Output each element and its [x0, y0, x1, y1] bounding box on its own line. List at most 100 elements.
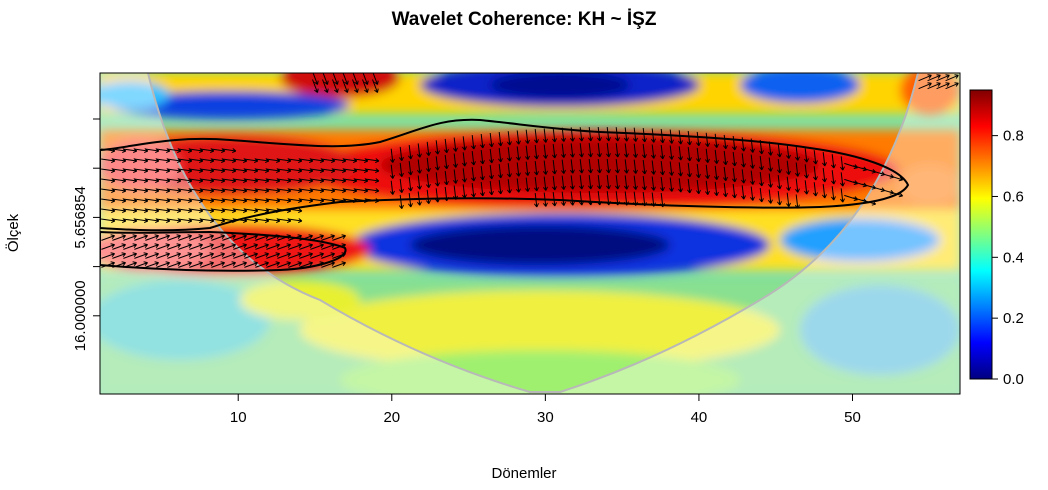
phase-arrow	[435, 156, 440, 171]
phase-arrow	[615, 159, 620, 174]
phase-arrow	[651, 192, 656, 207]
phase-arrow	[145, 234, 159, 241]
colorbar	[969, 89, 993, 380]
phase-arrow	[178, 261, 192, 268]
x-tick-label: 20	[383, 409, 400, 426]
phase-arrow	[862, 199, 877, 206]
phase-arrow	[840, 172, 845, 187]
phase-arrow	[365, 168, 380, 174]
phase-arrow	[299, 243, 313, 250]
phase-arrow	[687, 178, 692, 194]
phase-arrow	[200, 261, 214, 268]
phase-arrow	[362, 79, 369, 93]
phase-arrow	[332, 234, 346, 241]
phase-arrow	[266, 234, 280, 241]
phase-arrow	[255, 252, 269, 259]
phase-arrow	[444, 170, 449, 186]
y-axis: 5.656854 16.000000	[72, 118, 100, 351]
x-tick-label: 30	[537, 409, 554, 426]
phase-arrow	[123, 234, 137, 241]
phase-arrow	[795, 146, 800, 161]
phase-arrow	[678, 178, 683, 193]
phase-arrow	[408, 193, 413, 208]
phase-arrow	[399, 146, 404, 162]
phase-arrow	[534, 161, 539, 176]
phase-arrow	[561, 159, 566, 174]
phase-arrow	[615, 175, 620, 190]
phase-arrow	[178, 243, 192, 250]
phase-arrow	[244, 234, 258, 241]
phase-arrow	[561, 127, 566, 142]
phase-arrow	[189, 252, 203, 259]
phase-arrow	[660, 144, 665, 160]
phase-arrow	[516, 130, 521, 145]
phase-arrow	[633, 127, 638, 142]
phase-arrow	[200, 252, 214, 259]
phase-arrow	[750, 170, 755, 185]
phase-arrow	[624, 175, 629, 190]
phase-arrow	[750, 138, 755, 153]
phase-arrow	[390, 180, 395, 195]
phase-arrow	[255, 234, 269, 241]
phase-arrow	[471, 167, 476, 182]
phase-arrow	[112, 243, 126, 250]
phase-arrow	[543, 128, 548, 143]
phase-arrow	[606, 127, 611, 142]
phase-arrow	[741, 153, 746, 168]
phase-arrow	[696, 163, 701, 179]
phase-arrow	[255, 243, 269, 250]
phase-arrow	[777, 191, 782, 206]
phase-arrow	[288, 208, 303, 214]
phase-arrow	[732, 167, 737, 183]
phase-arrow	[786, 160, 791, 175]
phase-arrow	[759, 155, 764, 171]
phase-arrow	[365, 188, 380, 194]
phase-arrow	[741, 169, 746, 184]
phase-arrow	[795, 162, 800, 177]
phase-arrow	[266, 252, 280, 259]
phase-arrow	[134, 261, 148, 268]
phase-arrow	[642, 191, 647, 207]
phase-arrow	[471, 135, 476, 150]
phase-arrow	[714, 133, 719, 148]
phase-arrow	[233, 252, 247, 259]
phase-arrow	[332, 79, 339, 93]
phase-arrow	[277, 234, 291, 241]
phase-arrow	[705, 164, 710, 179]
phase-arrow	[570, 127, 575, 142]
phase-arrow	[642, 127, 647, 143]
phase-arrow	[332, 243, 346, 250]
colorbar-tick-label: 0.4	[1003, 249, 1024, 266]
y-tick-label: 16.000000	[72, 280, 89, 351]
phase-arrow	[322, 79, 329, 93]
phase-arrow	[624, 127, 629, 142]
phase-arrow	[889, 191, 904, 198]
phase-arrow	[211, 234, 225, 241]
phase-arrow	[597, 175, 602, 190]
phase-arrow	[741, 185, 746, 200]
coherence-heatmap	[100, 73, 960, 394]
phase-arrow	[462, 168, 467, 183]
phase-arrow	[570, 143, 575, 158]
phase-arrow	[321, 234, 335, 241]
phase-arrow	[312, 79, 319, 93]
phase-arrow	[516, 178, 521, 193]
phase-arrow	[489, 148, 494, 164]
phase-arrow	[534, 145, 539, 160]
phase-arrow	[714, 165, 719, 180]
phase-arrow	[615, 191, 620, 206]
phase-arrow	[732, 135, 737, 151]
phase-arrow	[786, 176, 791, 191]
phase-arrow	[687, 146, 692, 162]
phase-arrow	[244, 243, 258, 250]
phase-arrow	[123, 261, 137, 268]
phase-arrow	[579, 175, 584, 190]
phase-arrow	[678, 130, 683, 145]
phase-arrow	[669, 177, 674, 192]
phase-arrow	[597, 191, 602, 206]
phase-arrow	[705, 180, 710, 195]
phase-arrow	[507, 131, 512, 146]
colorbar-tick-label: 0.6	[1003, 188, 1024, 205]
phase-arrow	[588, 191, 593, 206]
phase-arrow	[889, 175, 904, 182]
